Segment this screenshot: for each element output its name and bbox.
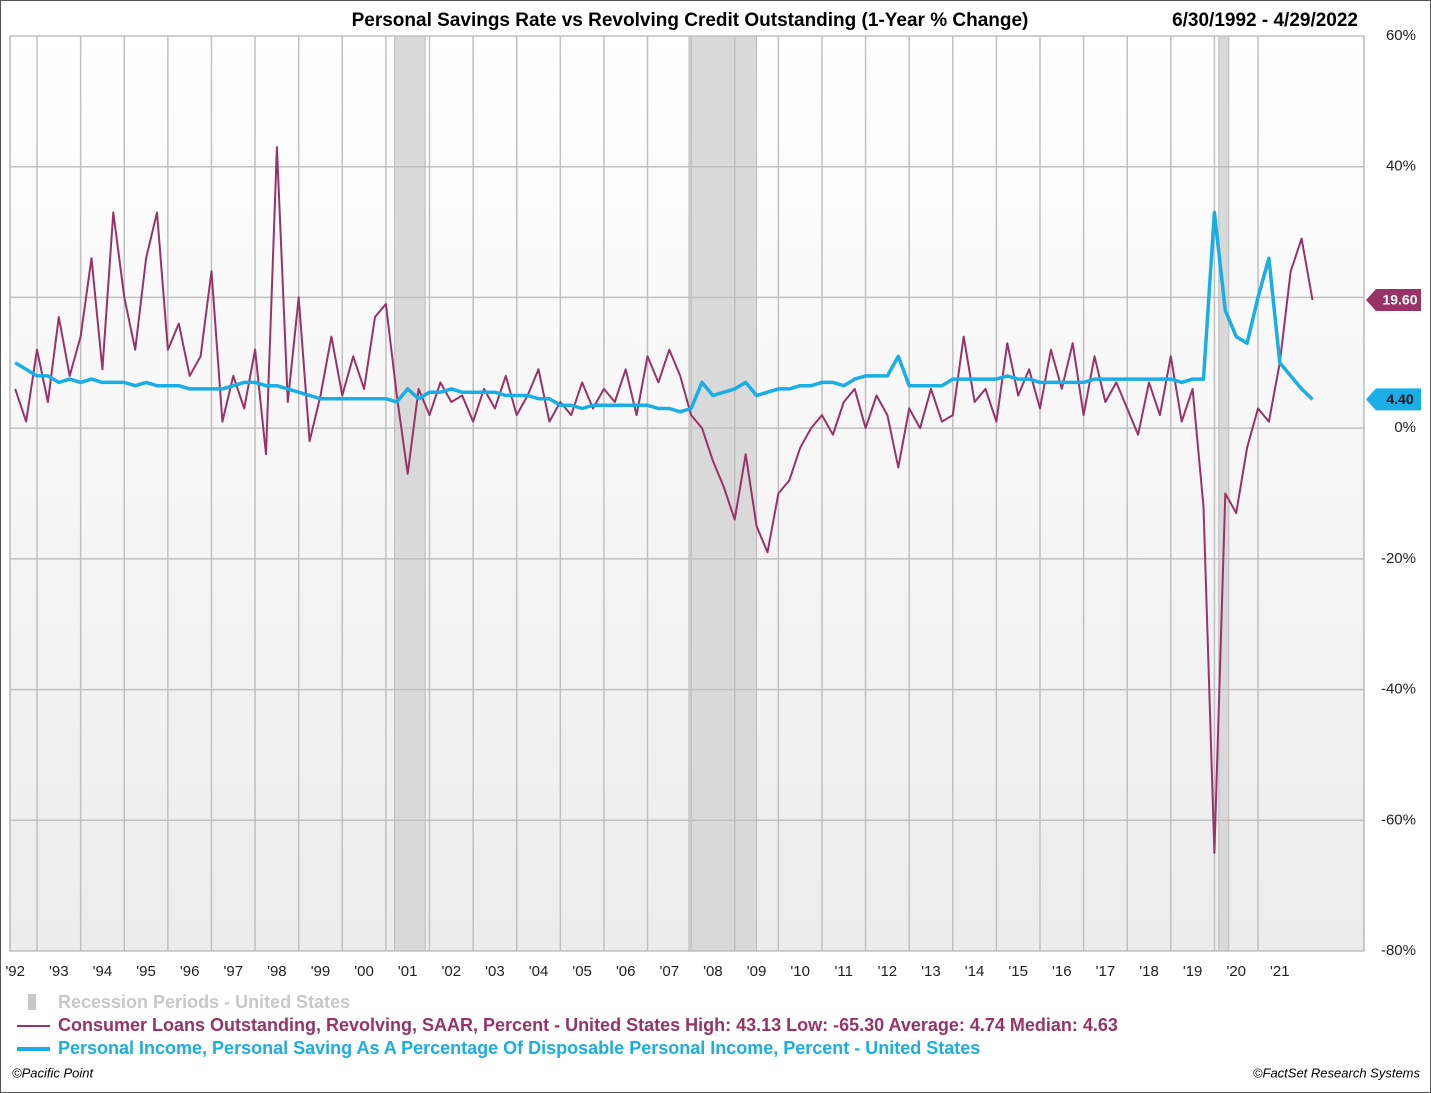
recession-band — [1218, 35, 1230, 952]
x-tick-label: '09 — [747, 963, 767, 980]
x-tick-label: '03 — [485, 963, 505, 980]
x-tick-label: '12 — [878, 963, 898, 980]
x-tick-label: '15 — [1008, 963, 1028, 980]
x-tick-label: '95 — [136, 963, 156, 980]
x-tick-label: '04 — [529, 963, 549, 980]
series-line — [14, 210, 1314, 414]
x-tick-label: '93 — [49, 963, 69, 980]
legend-name: Personal Income, Personal Saving As A Pe… — [58, 1038, 980, 1058]
date-range: 6/30/1992 - 4/29/2022 — [1172, 10, 1358, 31]
x-tick-label: '17 — [1096, 963, 1116, 980]
end-label: 19.60 — [1382, 292, 1417, 308]
chart-title: Personal Savings Rate vs Revolving Credi… — [352, 10, 1029, 31]
x-tick-label: '07 — [660, 963, 680, 980]
x-tick-label: '96 — [180, 963, 200, 980]
source: ©FactSet Research Systems — [1253, 1065, 1421, 1080]
plot-area — [9, 35, 1365, 952]
end-tag — [1366, 289, 1421, 312]
x-tick-label: '92 — [5, 963, 25, 980]
x-tick-label: '01 — [398, 963, 418, 980]
end-tag — [1366, 388, 1421, 411]
y-tick-label: 0% — [1394, 419, 1416, 436]
x-tick-label: '19 — [1183, 963, 1203, 980]
x-tick-label: '20 — [1226, 963, 1246, 980]
recession-swatch — [28, 994, 36, 1010]
legend-label: Recession Periods - United States — [58, 992, 350, 1012]
x-tick-label: '08 — [703, 963, 723, 980]
x-tick-label: '97 — [223, 963, 243, 980]
y-tick-label: -60% — [1381, 811, 1416, 828]
x-tick-label: '16 — [1052, 963, 1072, 980]
y-tick-label: 60% — [1386, 27, 1416, 44]
x-tick-label: '99 — [311, 963, 331, 980]
x-tick-label: '14 — [965, 963, 985, 980]
recession-band — [394, 35, 426, 952]
legend-name: Consumer Loans Outstanding, Revolving, S… — [58, 1015, 680, 1035]
x-tick-label: '06 — [616, 963, 636, 980]
recession-band — [688, 35, 758, 952]
x-tick-label: '11 — [835, 963, 853, 980]
y-tick-label: -40% — [1381, 681, 1416, 698]
end-label: 4.40 — [1386, 391, 1413, 407]
x-tick-label: '10 — [790, 963, 810, 980]
x-tick-label: '21 — [1270, 963, 1290, 980]
x-tick-label: '18 — [1139, 963, 1159, 980]
y-tick-label: -80% — [1381, 942, 1416, 959]
y-tick-label: -20% — [1381, 550, 1416, 567]
legend-label: Personal Income, Personal Saving As A Pe… — [58, 1038, 980, 1058]
x-tick-label: '98 — [267, 963, 287, 980]
legend-label: Consumer Loans Outstanding, Revolving, S… — [58, 1015, 1118, 1035]
x-tick-label: '13 — [921, 963, 941, 980]
series-line — [14, 146, 1314, 854]
source: ©Pacific Point — [12, 1065, 94, 1080]
legend-stats: High: 43.13 Low: -65.30 Average: 4.74 Me… — [685, 1015, 1118, 1035]
x-tick-label: '02 — [442, 963, 462, 980]
x-tick-label: '05 — [572, 963, 592, 980]
x-tick-label: '94 — [93, 963, 113, 980]
y-tick-label: 40% — [1386, 158, 1416, 175]
x-tick-label: '00 — [354, 963, 374, 980]
